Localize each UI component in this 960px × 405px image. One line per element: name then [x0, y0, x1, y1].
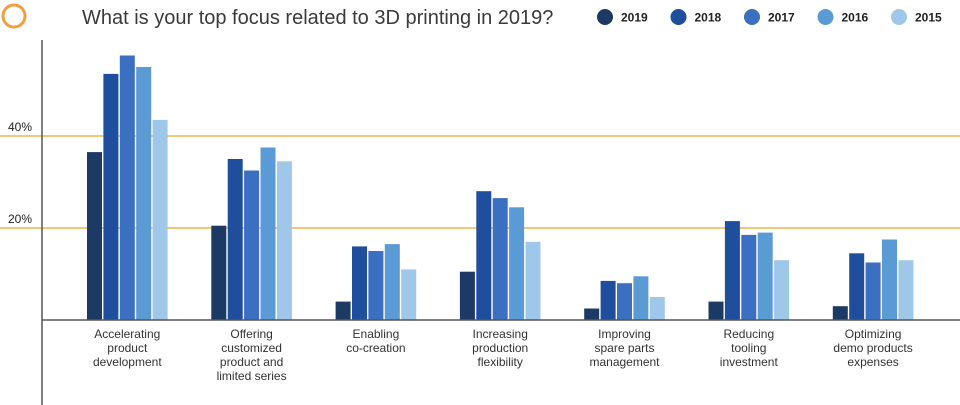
- bar-2016-cat-2: [384, 244, 400, 320]
- bar-2016-cat-5: [757, 232, 773, 320]
- y-tick-labels: 20% 40%: [8, 120, 32, 226]
- bar-2016-cat-4: [633, 276, 649, 320]
- category-label: product: [107, 341, 148, 355]
- y-tick-label: 40%: [8, 120, 32, 134]
- bar-2019-cat-0: [87, 152, 102, 320]
- category-label: limited series: [217, 369, 287, 383]
- bar-2017-cat-1: [244, 170, 260, 320]
- legend-label-2018: 2018: [695, 11, 722, 25]
- legend-swatch-2015: [891, 9, 907, 25]
- bar-2019-cat-1: [211, 225, 227, 320]
- legend-label-2019: 2019: [621, 11, 648, 25]
- bars: [87, 55, 914, 321]
- legend-label-2017: 2017: [768, 11, 795, 25]
- bar-2018-cat-0: [103, 73, 119, 321]
- bar-2016-cat-0: [136, 67, 152, 320]
- title-ring-icon: [1, 3, 27, 29]
- category-label: investment: [720, 355, 779, 369]
- category-label: Accelerating: [94, 327, 160, 341]
- bar-2018-cat-3: [476, 191, 492, 320]
- category-label: product and: [220, 355, 283, 369]
- legend-swatch-2017: [744, 9, 760, 25]
- bar-2019-cat-5: [708, 301, 724, 320]
- bar-2018-cat-4: [600, 280, 616, 320]
- bar-2015-cat-6: [898, 260, 914, 320]
- bar-2016-cat-1: [260, 147, 276, 320]
- y-tick-label: 20%: [8, 212, 32, 226]
- legend: 2019 2018 2017 2016 2015: [597, 9, 942, 25]
- category-label: tooling: [731, 341, 766, 355]
- bar-2018-cat-6: [849, 253, 865, 320]
- category-label: Enabling: [353, 327, 400, 341]
- category-label: development: [93, 355, 162, 369]
- bar-2019-cat-2: [335, 301, 351, 320]
- bar-2016-cat-3: [509, 207, 525, 320]
- bar-2015-cat-1: [276, 161, 292, 320]
- category-label: expenses: [847, 355, 898, 369]
- legend-label-2015: 2015: [915, 11, 942, 25]
- legend-swatch-2019: [597, 9, 613, 25]
- bar-2019-cat-3: [459, 271, 475, 320]
- chart-header: What is your top focus related to 3D pri…: [1, 3, 553, 29]
- legend-label-2016: 2016: [842, 11, 869, 25]
- category-label: Reducing: [723, 327, 774, 341]
- bar-2015-cat-2: [401, 269, 417, 320]
- category-label: Optimizing: [845, 327, 902, 341]
- bar-2017-cat-2: [368, 251, 384, 320]
- bar-2015-cat-4: [649, 297, 665, 320]
- category-label: demo products: [833, 341, 912, 355]
- category-label: production: [472, 341, 528, 355]
- bar-2018-cat-1: [227, 159, 243, 320]
- category-label: co-creation: [346, 341, 405, 355]
- category-label: management: [589, 355, 660, 369]
- bar-2017-cat-6: [865, 262, 881, 320]
- bar-2018-cat-5: [724, 221, 740, 320]
- bar-2017-cat-3: [492, 198, 508, 320]
- category-label: Increasing: [473, 327, 528, 341]
- category-label: flexibility: [478, 355, 523, 369]
- bar-2015-cat-5: [774, 260, 790, 320]
- bar-2019-cat-6: [832, 306, 848, 320]
- bar-2018-cat-2: [352, 246, 367, 320]
- category-label: Improving: [598, 327, 651, 341]
- bar-2017-cat-5: [741, 234, 757, 320]
- bar-2015-cat-0: [152, 119, 168, 321]
- legend-swatch-2018: [670, 9, 687, 25]
- bar-2015-cat-3: [525, 241, 541, 320]
- category-label: spare parts: [594, 341, 654, 355]
- bar-2017-cat-4: [617, 283, 632, 320]
- bar-2019-cat-4: [584, 308, 600, 320]
- legend-swatch-2016: [817, 9, 834, 25]
- category-label: customized: [221, 341, 282, 355]
- chart-title: What is your top focus related to 3D pri…: [82, 7, 553, 29]
- bar-2016-cat-6: [882, 239, 897, 320]
- axes: [41, 40, 960, 405]
- bar-2017-cat-0: [119, 55, 135, 320]
- category-label: Offering: [230, 327, 272, 341]
